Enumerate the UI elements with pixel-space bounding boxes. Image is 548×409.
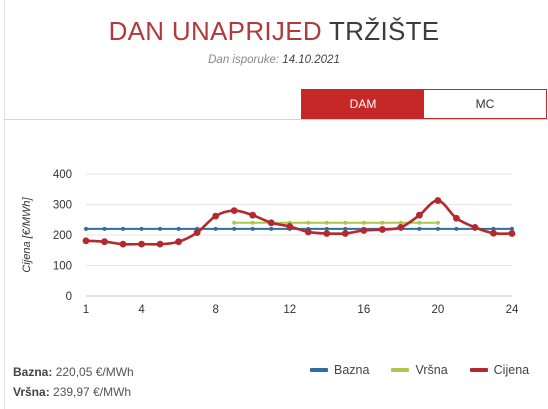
- legend-label-bazna: Bazna: [334, 363, 370, 377]
- y-tick-label: 0: [66, 291, 72, 303]
- legend-swatch-vrsna: [391, 368, 410, 372]
- point-bazna: [84, 226, 88, 231]
- delivery-label: Dan isporuke:: [208, 54, 280, 66]
- point-vrsna: [324, 220, 329, 225]
- point-bazna: [102, 226, 107, 231]
- vrsna-stat: Vršna: 239,97 €/MWh: [13, 382, 134, 402]
- point-cijena: [193, 229, 201, 236]
- point-cijena: [397, 223, 405, 231]
- point-cijena: [101, 238, 108, 246]
- point-cijena: [138, 240, 145, 248]
- y-tick-label: 300: [53, 200, 72, 212]
- point-bazna: [454, 226, 459, 231]
- bazna-stat-value: 220,05 €/MWh: [55, 365, 134, 379]
- point-cijena: [360, 227, 368, 234]
- point-vrsna: [306, 220, 311, 225]
- x-axis-ticks: 1 4 8 12 16 20 24: [83, 304, 519, 316]
- point-cijena: [286, 223, 294, 230]
- title-part-2: TRŽIŠTE: [329, 16, 440, 46]
- point-bazna: [176, 226, 181, 231]
- point-vrsna: [435, 220, 440, 225]
- vrsna-stat-label: Vršna:: [13, 385, 50, 399]
- x-tick-label: 1: [83, 304, 89, 316]
- delivery-date-line: Dan isporuke: 14.10.2021: [0, 54, 548, 66]
- point-cijena: [82, 237, 90, 245]
- x-tick-label: 4: [138, 304, 145, 316]
- legend-label-cijena: Cijena: [493, 363, 530, 377]
- point-cijena: [249, 211, 257, 219]
- point-cijena: [341, 230, 349, 237]
- point-vrsna: [417, 220, 422, 225]
- x-tick-label: 12: [283, 304, 296, 316]
- point-bazna: [139, 226, 144, 231]
- tab-mc[interactable]: MC: [424, 90, 546, 118]
- delivery-date: 14.10.2021: [282, 54, 340, 66]
- y-axis-ticks: 0 100 200 300 400: [53, 169, 72, 303]
- point-vrsna: [398, 220, 403, 225]
- chart-legend: Bazna Vršna Cijena: [310, 363, 529, 377]
- y-axis-label: Cijena [€/MWh]: [21, 196, 33, 272]
- legend-swatch-bazna: [310, 368, 328, 372]
- point-vrsna: [361, 220, 366, 225]
- x-tick-label: 24: [506, 304, 519, 316]
- point-cijena: [453, 214, 460, 222]
- y-tick-label: 400: [53, 169, 72, 181]
- point-cijena: [471, 223, 479, 231]
- point-bazna: [213, 226, 218, 231]
- point-cijena: [415, 211, 423, 219]
- vrsna-stat-value: 239,97 €/MWh: [53, 385, 132, 399]
- point-bazna: [250, 226, 255, 231]
- tabs-divider: [4, 119, 548, 120]
- point-bazna: [491, 226, 496, 231]
- title-part-1: DAN UNAPRIJED: [108, 16, 322, 46]
- point-cijena: [230, 207, 238, 214]
- point-cijena: [508, 230, 516, 237]
- point-vrsna: [232, 220, 237, 225]
- tab-dam[interactable]: DAM: [302, 90, 424, 118]
- chart-grid: [86, 173, 512, 297]
- price-chart: 0 100 200 300 400 1 4 8 12 16 20 24 Cijena [€/MWh]: [21, 169, 519, 316]
- point-bazna: [158, 226, 163, 231]
- point-cijena: [323, 230, 331, 237]
- bazna-stat-label: Bazna:: [13, 365, 53, 379]
- point-cijena: [175, 238, 183, 246]
- bazna-stat: Bazna: 220,05 €/MWh: [13, 362, 134, 382]
- point-vrsna: [380, 220, 385, 225]
- y-tick-label: 100: [53, 261, 72, 273]
- chart-series: [82, 197, 516, 248]
- point-bazna: [269, 226, 274, 231]
- market-tabs: DAM MC: [301, 89, 547, 119]
- point-cijena: [490, 229, 497, 237]
- legend-item-vrsna[interactable]: Vršna: [391, 363, 448, 377]
- point-bazna: [121, 226, 126, 231]
- x-tick-label: 20: [432, 304, 445, 316]
- point-cijena: [304, 228, 312, 236]
- point-cijena: [378, 226, 386, 233]
- page-title: DAN UNAPRIJED TRŽIŠTE: [0, 16, 548, 47]
- point-bazna: [435, 226, 440, 231]
- point-cijena: [267, 219, 275, 227]
- x-tick-label: 16: [357, 304, 370, 316]
- point-bazna: [417, 226, 422, 231]
- x-tick-label: 8: [212, 304, 218, 316]
- legend-label-vrsna: Vršna: [415, 363, 448, 377]
- point-bazna: [343, 226, 348, 231]
- summary-stats: Bazna: 220,05 €/MWh Vršna: 239,97 €/MWh: [13, 362, 134, 402]
- y-tick-label: 200: [53, 230, 72, 242]
- legend-item-cijena[interactable]: Cijena: [469, 363, 530, 377]
- point-cijena: [119, 240, 127, 248]
- point-vrsna: [343, 220, 348, 225]
- point-cijena: [156, 240, 164, 248]
- point-bazna: [510, 226, 514, 231]
- point-bazna: [324, 226, 329, 231]
- legend-item-bazna[interactable]: Bazna: [310, 363, 369, 377]
- point-bazna: [232, 226, 237, 231]
- point-cijena: [434, 197, 442, 204]
- point-vrsna: [250, 220, 255, 225]
- frame-border: [4, 0, 5, 409]
- point-cijena: [212, 212, 220, 220]
- legend-swatch-cijena: [469, 368, 488, 372]
